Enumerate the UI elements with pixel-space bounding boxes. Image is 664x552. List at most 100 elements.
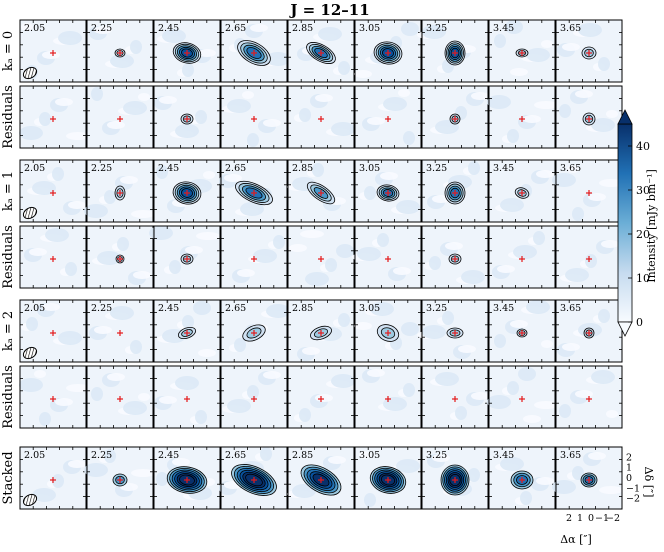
channel-panel: 3.45 bbox=[488, 299, 556, 363]
source-position-marker bbox=[251, 50, 257, 56]
channel-panel bbox=[421, 225, 489, 289]
channel-panel: 3.05 bbox=[354, 159, 422, 223]
source-position-marker bbox=[184, 396, 190, 402]
channel-panel bbox=[487, 85, 558, 149]
channel-panel: 2.85 bbox=[287, 19, 355, 83]
channel-panel bbox=[19, 85, 90, 149]
source-position-marker bbox=[50, 50, 56, 56]
source-position-marker bbox=[452, 256, 458, 262]
source-position-marker bbox=[586, 330, 592, 336]
source-position-marker bbox=[385, 50, 391, 56]
source-position-marker bbox=[385, 396, 391, 402]
source-position-marker bbox=[117, 330, 123, 336]
velocity-label: 2.45 bbox=[158, 163, 179, 174]
velocity-label: 2.25 bbox=[91, 163, 112, 174]
channel-panel bbox=[19, 225, 87, 289]
channel-panel bbox=[287, 225, 355, 289]
channel-panel bbox=[287, 365, 355, 429]
channel-panel: 3.25 bbox=[421, 159, 489, 223]
source-position-marker bbox=[385, 330, 391, 336]
channel-panel: 2.85 bbox=[287, 446, 355, 510]
channel-panel: 3.65 bbox=[555, 299, 623, 363]
velocity-label: 2.05 bbox=[24, 450, 45, 461]
velocity-label: 2.65 bbox=[225, 23, 246, 34]
channel-panel bbox=[86, 225, 154, 289]
velocity-label: 2.65 bbox=[225, 303, 246, 314]
x-axis-label: Δα [″] bbox=[560, 533, 592, 546]
source-position-marker bbox=[117, 477, 123, 483]
source-position-marker bbox=[50, 396, 56, 402]
source-position-marker bbox=[117, 396, 123, 402]
colorbar-tick-label: 10 bbox=[636, 272, 650, 285]
channel-panel: 3.05 bbox=[354, 19, 422, 83]
channel-panel: 2.85 bbox=[287, 159, 355, 223]
source-position-marker bbox=[318, 50, 324, 56]
beam-ellipse bbox=[22, 66, 38, 80]
velocity-label: 3.45 bbox=[493, 163, 514, 174]
channel-panel: 2.25 bbox=[86, 299, 154, 363]
channel-panel bbox=[19, 365, 90, 429]
channel-panel: 3.65 bbox=[552, 446, 623, 510]
source-position-marker bbox=[50, 477, 56, 483]
row-label: Residuals bbox=[1, 225, 16, 289]
channel-panel: 3.25 bbox=[417, 19, 489, 83]
channel-panel: 2.65 bbox=[219, 446, 288, 510]
channel-panel: 3.65 bbox=[555, 19, 623, 83]
velocity-label: 3.05 bbox=[359, 303, 380, 314]
channel-panel: 3.45 bbox=[488, 159, 556, 223]
velocity-label: 2.65 bbox=[225, 163, 246, 174]
source-position-marker bbox=[452, 116, 458, 122]
source-position-marker bbox=[117, 190, 123, 196]
source-position-marker bbox=[318, 330, 324, 336]
colorbar-tick-label: 0 bbox=[636, 316, 643, 329]
y-axis-label: Δδ [″] bbox=[642, 467, 655, 498]
source-position-marker bbox=[586, 190, 592, 196]
channel-panel: 2.05 bbox=[19, 299, 87, 363]
velocity-label: 3.65 bbox=[560, 303, 581, 314]
row-label: Residuals bbox=[1, 365, 16, 429]
source-position-marker bbox=[184, 50, 190, 56]
channel-panel bbox=[555, 225, 623, 289]
channel-panel bbox=[487, 365, 558, 429]
velocity-label: 2.45 bbox=[158, 23, 179, 34]
x-tick-label: 2 bbox=[566, 513, 572, 524]
source-position-marker bbox=[251, 116, 257, 122]
channel-panel: 2.45 bbox=[153, 159, 221, 223]
source-position-marker bbox=[519, 256, 525, 262]
velocity-label: 2.85 bbox=[292, 23, 313, 34]
source-position-marker bbox=[50, 330, 56, 336]
source-position-marker bbox=[519, 190, 525, 196]
channel-panel bbox=[220, 225, 288, 289]
source-position-marker bbox=[117, 50, 123, 56]
velocity-label: 3.05 bbox=[359, 450, 380, 461]
colorbar-bottom-extension bbox=[617, 321, 633, 337]
channel-panel bbox=[555, 365, 623, 429]
source-position-marker bbox=[251, 330, 257, 336]
row-label: Stacked bbox=[1, 451, 16, 504]
velocity-label: 2.25 bbox=[91, 23, 112, 34]
channel-panel: 2.25 bbox=[84, 159, 155, 223]
source-position-marker bbox=[117, 116, 123, 122]
channel-panel bbox=[220, 85, 288, 149]
channel-panel bbox=[86, 365, 154, 429]
source-position-marker bbox=[184, 116, 190, 122]
channel-panel: 3.25 bbox=[421, 446, 489, 510]
channel-panel: 2.65 bbox=[219, 159, 288, 223]
row-label: kₐ = 0 bbox=[1, 31, 16, 71]
velocity-label: 3.05 bbox=[359, 163, 380, 174]
channel-panel: 3.05 bbox=[354, 299, 422, 363]
colorbar-tick-label: 20 bbox=[636, 228, 650, 241]
velocity-label: 3.25 bbox=[426, 23, 447, 34]
channel-panel bbox=[149, 225, 221, 289]
beam-ellipse bbox=[22, 206, 38, 220]
source-position-marker bbox=[318, 477, 324, 483]
colorbar: 0 10 20 30 40 Intensity [mJy bm⁻¹] bbox=[617, 109, 658, 337]
channel-panel: 2.05 bbox=[19, 446, 87, 510]
colorbar-tick-label: 40 bbox=[636, 140, 650, 153]
beam-ellipse bbox=[22, 346, 38, 360]
velocity-label: 3.65 bbox=[560, 450, 581, 461]
velocity-label: 2.85 bbox=[292, 450, 313, 461]
velocity-label: 3.45 bbox=[493, 303, 514, 314]
